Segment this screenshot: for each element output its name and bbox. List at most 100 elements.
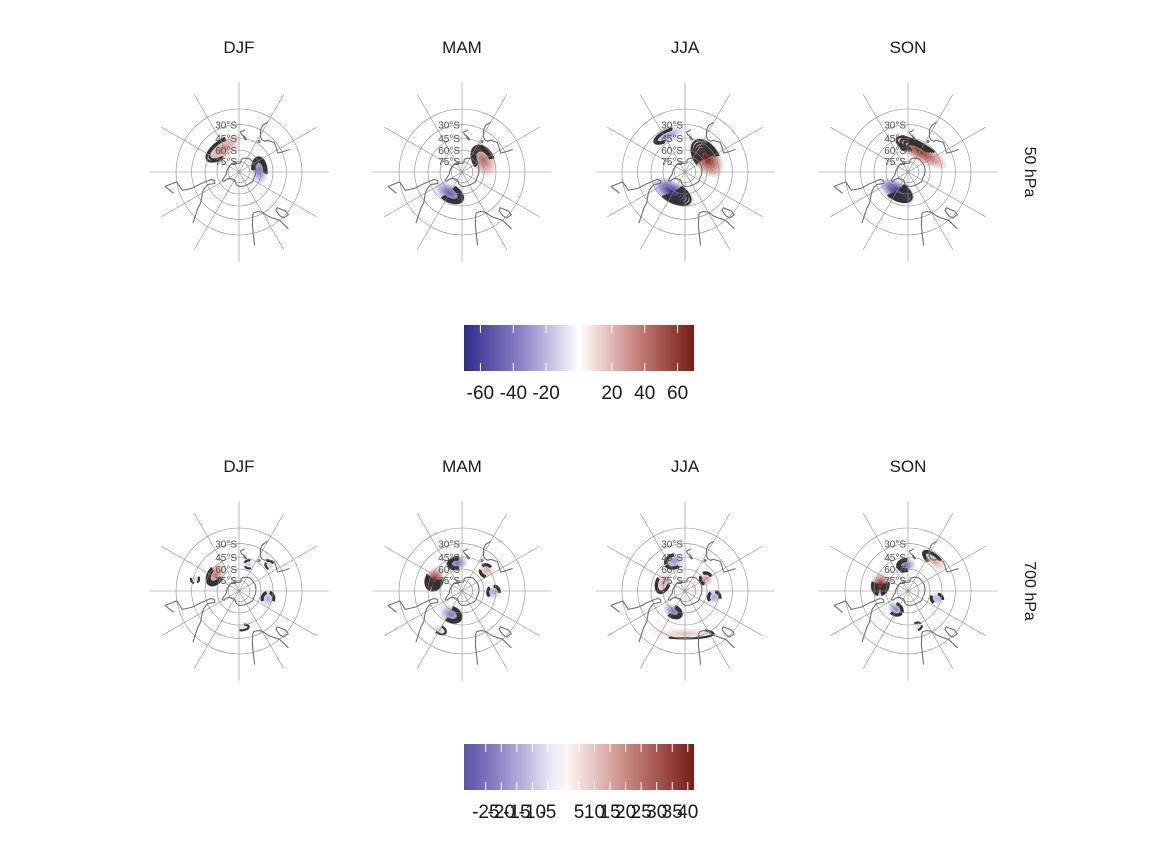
coastline [721,626,735,638]
coastline [908,548,917,560]
latitude-label: 60°S [884,146,906,157]
map-panel: 30°S 45°S60°S75°S DJF [149,457,329,681]
coastline [259,540,290,573]
map-panel: 30°S 45°S60°S75°S JJA [595,38,775,262]
coastline [482,540,513,573]
coastline [164,597,216,643]
coastline [251,211,289,246]
panel-title: DJF [223,38,254,57]
anomaly-blob [689,137,724,178]
anomaly-blob [929,592,945,606]
map-panel: 30°S 45°S60°S75°S MAM [372,457,552,681]
latitude-label: 30°S [215,540,237,551]
colorbar-tick-label: 30 [646,802,667,823]
coastline [926,139,930,144]
colorbar-tick-label: 15 [600,802,621,823]
latitude-label: 30°S [438,540,460,551]
coastline [685,129,694,141]
coastline [257,558,261,563]
latitude-label: 75°S [215,576,237,587]
coastline [462,548,471,560]
coastline [610,178,662,224]
panel-title: DJF [223,457,254,476]
panel-title: SON [890,38,927,57]
colorbar-tick-label: 60 [667,383,688,404]
map-panel: 30°S 45°S60°S75°S SON [818,38,998,262]
coastline [164,178,216,224]
row-label: 50 hPa [1021,147,1038,198]
latitude-label: 45°S [884,134,906,145]
coastline [610,597,662,643]
anomaly-blob [264,559,276,571]
latitude-label: 75°S [215,157,237,168]
coastline [944,207,958,219]
colorbar: -60 -40 -20 20 40 60 [464,325,694,404]
latitude-label: 30°S [661,540,683,551]
latitude-label: 75°S [884,576,906,587]
coastline [259,121,290,154]
coastline [444,157,480,188]
latitude-label: 30°S [661,121,683,132]
colorbar-tick-label: -5 [539,802,556,823]
coastline [685,548,694,560]
coastline [444,576,480,607]
map-panel: 30°S 45°S60°S75°S DJF [149,38,329,262]
colorbar-tick-label: -20 [488,802,515,823]
coastline [474,211,512,246]
anomaly-blob [423,567,445,593]
coastline [482,121,513,154]
coastline [275,626,289,638]
latitude-label: 45°S [438,134,460,145]
latitude-label: 75°S [661,576,683,587]
coastline [890,157,926,188]
coastline [928,121,959,154]
anomaly-blob [478,563,494,579]
colorbar-tick-label: -25 [472,802,499,823]
latitude-label: 60°S [661,146,683,157]
coastline [703,139,707,144]
latitude-label: 30°S [215,121,237,132]
coastline [239,129,248,141]
colorbar-tick-label: -10 [519,802,546,823]
latitude-label: 45°S [438,553,460,564]
colorbar-tick-label: -15 [503,802,530,823]
coastline [833,597,885,643]
anomaly-blob [895,558,916,573]
latitude-label: 60°S [438,146,460,157]
coastline [251,630,289,665]
panel-title: SON [890,457,927,476]
coastline [926,558,930,563]
coastline [705,540,736,573]
latitude-label: 30°S [884,121,906,132]
colorbar-tick-label: 20 [615,802,636,823]
coastline [920,630,958,665]
coastline [480,558,484,563]
coastline [257,139,261,144]
anomaly-blob [243,559,254,570]
anomaly-blob [912,621,923,632]
coastline [833,178,885,224]
anomaly-blob [189,574,201,585]
coastline [498,626,512,638]
colorbar-tick-label: 40 [634,383,655,404]
coastline [928,540,959,573]
coastline [920,211,958,246]
colorbar-tick-label: 35 [662,802,683,823]
coastline [890,576,926,607]
coastline [221,157,257,188]
coastline [703,558,707,563]
coastline [221,576,257,607]
coastline [667,576,703,607]
latitude-label: 60°S [215,565,237,576]
panel-title: JJA [671,38,700,57]
coastline [462,129,471,141]
coastline [721,207,735,219]
latitude-label: 60°S [215,146,237,157]
anomaly-blob [706,589,722,605]
map-panel: 30°S 45°S60°S75°S SON [818,457,998,681]
colorbar-tick-label: -60 [467,383,494,404]
colorbar-tick-label: 10 [584,802,605,823]
coastline [387,597,439,643]
